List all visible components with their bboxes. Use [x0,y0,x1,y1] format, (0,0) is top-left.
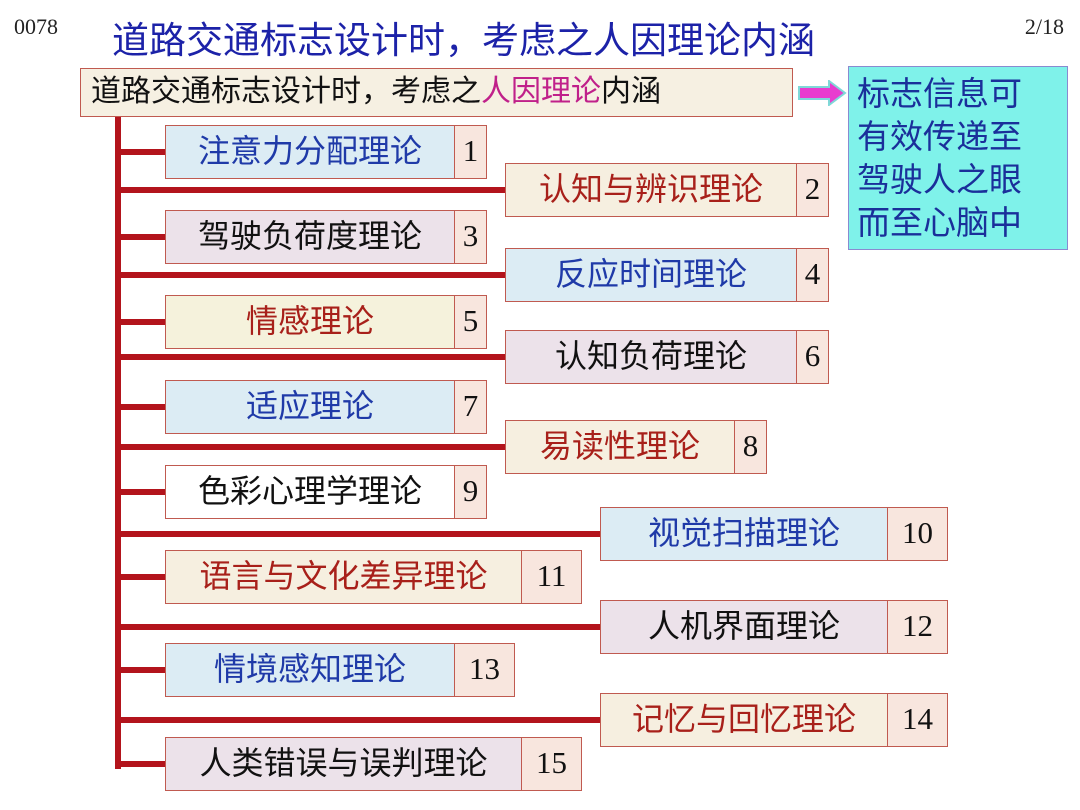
connector-line [115,624,600,630]
theory-item: 情境感知理论 13 [165,643,515,697]
arrow-right-icon [798,80,847,106]
theory-number: 9 [455,465,487,519]
connector-line [115,272,505,278]
theory-number: 15 [522,737,582,791]
page-indicator: 2/18 [1024,14,1064,39]
theory-item: 注意力分配理论 1 [165,125,487,179]
theory-item: 色彩心理学理论 9 [165,465,487,519]
theory-number: 12 [888,600,948,654]
theory-label: 情境感知理论 [165,643,455,697]
summary-line: 有效传递至 [857,117,1022,156]
theory-number: 7 [455,380,487,434]
theory-number: 13 [455,643,515,697]
root-node: 道路交通标志设计时，考虑之人因理论内涵 [80,68,793,117]
theory-label: 记忆与回忆理论 [600,693,888,747]
page-title: 道路交通标志设计时，考虑之人因理论内涵 [112,19,815,62]
theory-label: 反应时间理论 [505,248,797,302]
connector-line [115,574,165,580]
theory-number: 10 [888,507,948,561]
theory-number: 4 [797,248,829,302]
theory-item: 记忆与回忆理论 14 [600,693,948,747]
root-highlight: 人因理论 [481,74,601,109]
theory-number: 2 [797,163,829,217]
connector-line [115,717,600,723]
summary-line: 标志信息可 [857,74,1022,113]
summary-line: 驾驶人之眼 [857,160,1022,199]
slide-code: 0078 [14,14,58,39]
connector-line [115,531,600,537]
theory-number: 11 [522,550,582,604]
connector-line [115,319,165,325]
theory-item: 适应理论 7 [165,380,487,434]
theory-number: 5 [455,295,487,349]
root-prefix: 道路交通标志设计时，考虑之 [91,74,481,109]
theory-label: 驾驶负荷度理论 [165,210,455,264]
theory-label: 人机界面理论 [600,600,888,654]
connector-line [115,187,505,193]
theory-label: 适应理论 [165,380,455,434]
theory-number: 14 [888,693,948,747]
connector-line [115,761,165,767]
summary-line: 而至心脑中 [857,203,1022,242]
theory-item: 易读性理论 8 [505,420,767,474]
connector-line [115,354,505,360]
root-suffix: 内涵 [601,74,661,109]
connector-line [115,667,165,673]
theory-number: 8 [735,420,767,474]
theory-item: 驾驶负荷度理论 3 [165,210,487,264]
theory-label: 易读性理论 [505,420,735,474]
connector-line [115,234,165,240]
connector-line [115,149,165,155]
theory-label: 情感理论 [165,295,455,349]
connector-line [115,404,165,410]
summary-box: 标志信息可 有效传递至 驾驶人之眼 而至心脑中 [848,66,1068,250]
theory-item: 视觉扫描理论 10 [600,507,948,561]
connector-line [115,489,165,495]
theory-number: 6 [797,330,829,384]
theory-label: 认知负荷理论 [505,330,797,384]
theory-item: 认知负荷理论 6 [505,330,829,384]
theory-item: 语言与文化差异理论 11 [165,550,582,604]
theory-item: 人类错误与误判理论 15 [165,737,582,791]
theory-item: 人机界面理论 12 [600,600,948,654]
theory-label: 人类错误与误判理论 [165,737,522,791]
theory-label: 语言与文化差异理论 [165,550,522,604]
theory-item: 情感理论 5 [165,295,487,349]
connector-line [115,444,505,450]
theory-number: 1 [455,125,487,179]
theory-item: 反应时间理论 4 [505,248,829,302]
theory-item: 认知与辨识理论 2 [505,163,829,217]
theory-number: 3 [455,210,487,264]
theory-label: 注意力分配理论 [165,125,455,179]
theory-label: 认知与辨识理论 [505,163,797,217]
tree-trunk-line [115,117,121,769]
theory-label: 色彩心理学理论 [165,465,455,519]
theory-label: 视觉扫描理论 [600,507,888,561]
